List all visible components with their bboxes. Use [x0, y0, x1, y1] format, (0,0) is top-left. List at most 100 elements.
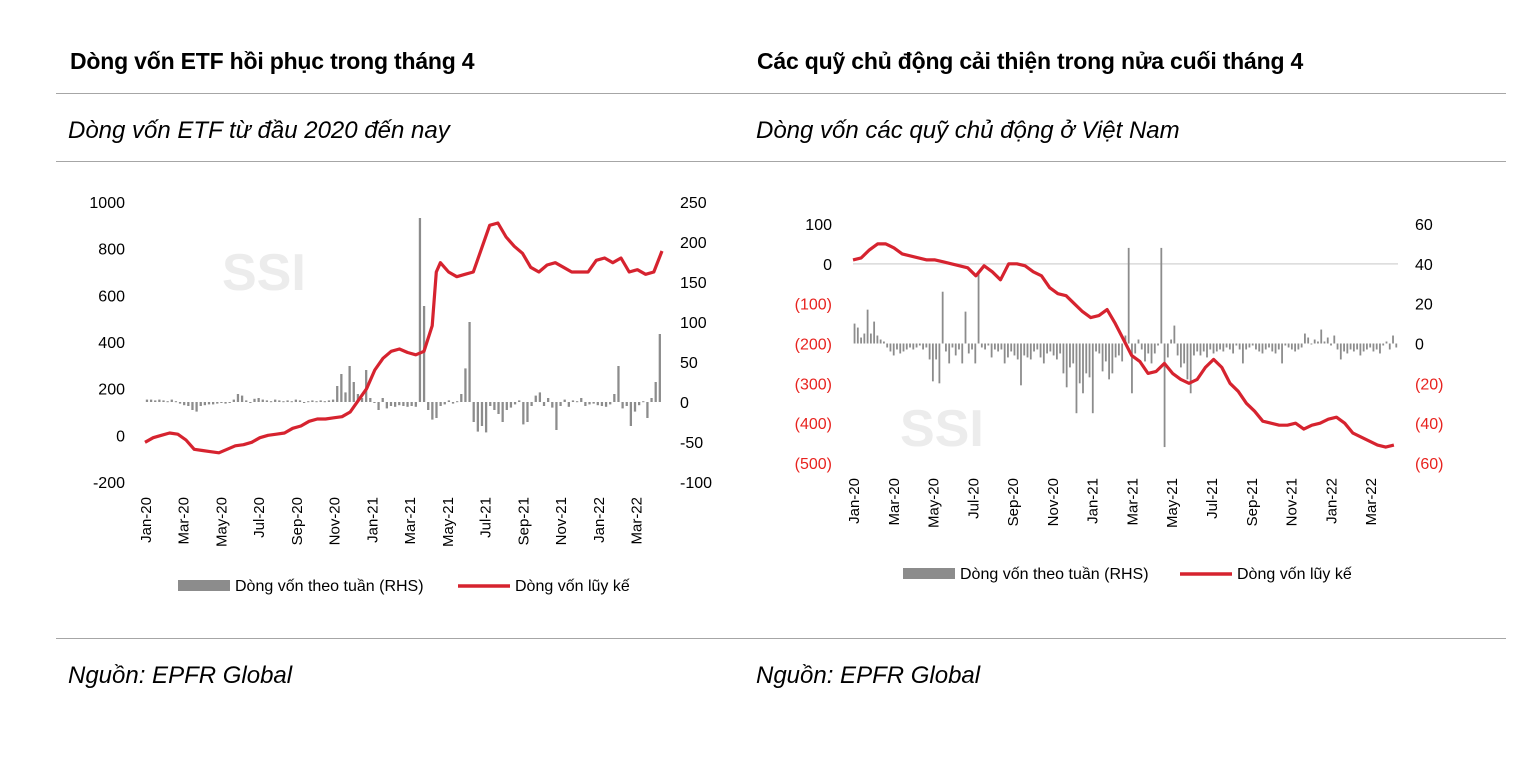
weekly-flow-bar: [1108, 343, 1110, 380]
weekly-flow-bar: [1219, 343, 1221, 350]
weekly-flow-bar: [261, 399, 264, 402]
y-left-tick-label: 200: [98, 382, 125, 399]
weekly-flow-bar: [1343, 343, 1345, 352]
weekly-flow-bar: [1023, 343, 1026, 356]
weekly-flow-bar: [1238, 343, 1241, 350]
weekly-flow-bar: [617, 366, 620, 402]
weekly-flow-bar: [1049, 343, 1052, 352]
weekly-flow-bar: [1078, 343, 1081, 384]
weekly-flow-bar: [928, 343, 931, 360]
weekly-flow-bar: [472, 402, 475, 422]
weekly-flow-bar: [879, 339, 882, 344]
right-source: Nguồn: EPFR Global: [756, 662, 981, 689]
weekly-flow-bar: [1300, 343, 1303, 348]
x-tick-label: Nov-20: [1045, 478, 1062, 526]
legend-label-cumulative: Dòng vốn lũy kế: [1237, 566, 1352, 583]
weekly-flow-bar: [1392, 335, 1394, 344]
weekly-flow-bar: [1007, 343, 1009, 358]
weekly-flow-bar: [905, 343, 908, 350]
weekly-flow-bar: [187, 402, 190, 406]
y-right-tick-label: 40: [1415, 257, 1433, 274]
weekly-flow-bar: [941, 291, 944, 344]
weekly-flow-bar: [915, 343, 918, 348]
y-left-tick-label: -200: [93, 475, 125, 492]
weekly-flow-bar: [1082, 343, 1084, 394]
weekly-flow-bar: [1016, 343, 1019, 360]
x-tick-label: Jan-20: [138, 497, 155, 543]
y-right-tick-label: 150: [680, 275, 707, 292]
left-panel-subtitle: Dòng vốn ETF từ đầu 2020 đến nay: [68, 117, 450, 144]
x-tick-label: Mar-22: [629, 497, 646, 545]
weekly-flow-bar: [1013, 343, 1016, 356]
weekly-flow-bar: [1287, 343, 1290, 348]
x-tick-label: Nov-21: [553, 497, 570, 545]
y-right-tick-label: (40): [1415, 416, 1443, 433]
weekly-flow-bar: [642, 401, 645, 403]
weekly-flow-bar: [1323, 341, 1326, 344]
weekly-flow-bar: [1255, 343, 1257, 350]
weekly-flow-bar: [1114, 343, 1117, 358]
weekly-flow-bar: [1251, 343, 1254, 346]
weekly-flow-bar: [1088, 343, 1091, 378]
weekly-flow-bar: [909, 343, 911, 348]
weekly-flow-bar: [1356, 343, 1359, 350]
weekly-flow-bar: [389, 402, 393, 406]
weekly-flow-bar: [604, 402, 608, 407]
weekly-flow-bar: [899, 343, 902, 354]
weekly-flow-bar: [1147, 343, 1150, 354]
weekly-flow-bar: [1379, 343, 1381, 354]
weekly-flow-bar: [571, 400, 575, 402]
weekly-flow-bar: [360, 398, 364, 402]
weekly-flow-bar: [431, 402, 434, 420]
weekly-flow-bar: [990, 343, 993, 358]
weekly-flow-bar: [1111, 343, 1114, 374]
y-right-tick-label: (20): [1415, 376, 1443, 393]
weekly-flow-bar: [1232, 343, 1235, 354]
weekly-flow-bar: [902, 343, 905, 352]
weekly-flow-bar: [860, 337, 862, 344]
right-panel-title: Các quỹ chủ động cải thiện trong nửa cuố…: [757, 48, 1304, 74]
weekly-flow-bar: [1382, 343, 1385, 346]
left-subtitle-divider: [56, 161, 752, 162]
weekly-flow-bar: [1101, 343, 1104, 372]
weekly-flow-bar: [869, 333, 872, 344]
weekly-flow-bar: [633, 402, 637, 412]
legend-bar-swatch: [903, 568, 955, 579]
weekly-flow-bar: [439, 402, 442, 406]
weekly-flow-bar: [352, 382, 355, 402]
weekly-flow-bar: [1199, 343, 1202, 356]
weekly-flow-bar: [1369, 343, 1372, 348]
weekly-flow-bar: [658, 334, 661, 402]
weekly-flow-bar: [282, 401, 285, 403]
weekly-flow-bar: [265, 400, 269, 402]
weekly-flow-bar: [1202, 343, 1205, 352]
weekly-flow-bar: [298, 400, 302, 402]
weekly-flow-bar: [480, 402, 484, 426]
weekly-flow-bar: [559, 402, 562, 406]
weekly-flow-bar: [414, 402, 417, 407]
weekly-flow-bar: [174, 401, 178, 403]
weekly-flow-bar: [1209, 343, 1212, 350]
weekly-flow-bar: [1225, 343, 1228, 348]
weekly-flow-bar: [410, 402, 413, 406]
weekly-flow-bar: [1313, 339, 1316, 344]
y-right-tick-label: 250: [680, 195, 707, 212]
weekly-flow-bar: [501, 402, 504, 422]
weekly-flow-bar: [918, 343, 921, 346]
weekly-flow-bar: [513, 402, 517, 405]
weekly-flow-bar: [621, 402, 624, 409]
weekly-flow-bar: [245, 400, 248, 402]
weekly-flow-bar: [1062, 343, 1065, 374]
weekly-flow-bar: [1069, 343, 1071, 368]
weekly-flow-bar: [381, 398, 384, 402]
weekly-flow-bar: [922, 343, 924, 350]
weekly-flow-bar: [1277, 343, 1280, 350]
weekly-flow-bar: [1046, 343, 1048, 354]
weekly-flow-bar: [987, 343, 990, 346]
legend-label-weekly: Dòng vốn theo tuần (RHS): [960, 566, 1149, 583]
y-left-tick-label: (500): [795, 456, 832, 473]
weekly-flow-bar: [505, 402, 508, 410]
x-tick-label: May-21: [1164, 478, 1181, 528]
weekly-flow-bar: [1248, 343, 1251, 348]
weekly-flow-bar: [889, 343, 892, 352]
